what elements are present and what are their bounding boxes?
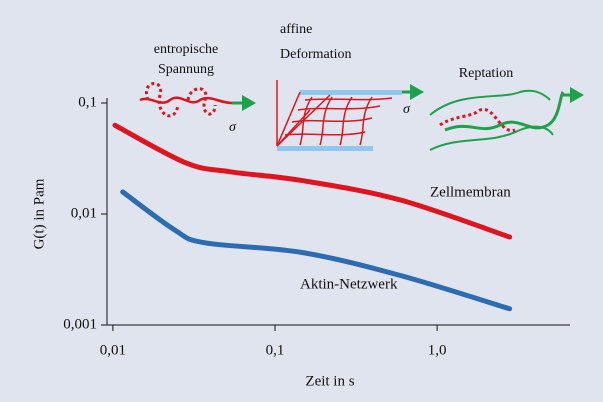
x-tick-label: 0,01 [100, 342, 126, 358]
annotation: σ [403, 102, 411, 117]
y-tick-label: 0,1 [78, 94, 97, 110]
y-axis-label: G(t) in Pam [31, 178, 47, 249]
y-tick-label: 0,001 [63, 316, 97, 332]
y-tick-label: 0,01 [71, 205, 97, 221]
x-tick-label: 0,1 [266, 342, 285, 358]
annotation: Reptation [459, 66, 513, 81]
series-label: Aktin-Netzwerk [300, 276, 398, 292]
series-label: Zellmembran [430, 184, 511, 200]
annotation: entropische [154, 42, 219, 57]
annotation: Spannung [158, 62, 214, 77]
annotation: σ [229, 120, 237, 135]
annotation: Deformation [280, 47, 352, 62]
page: {"chart_data": { "type": "line", "x_labe… [0, 0, 603, 402]
chart: entropische Spannung affine Deformation … [0, 0, 603, 402]
x-axis-label: Zeit in s [305, 373, 354, 389]
annotation: affine [280, 22, 312, 37]
x-tick-label: 1,0 [428, 342, 447, 358]
